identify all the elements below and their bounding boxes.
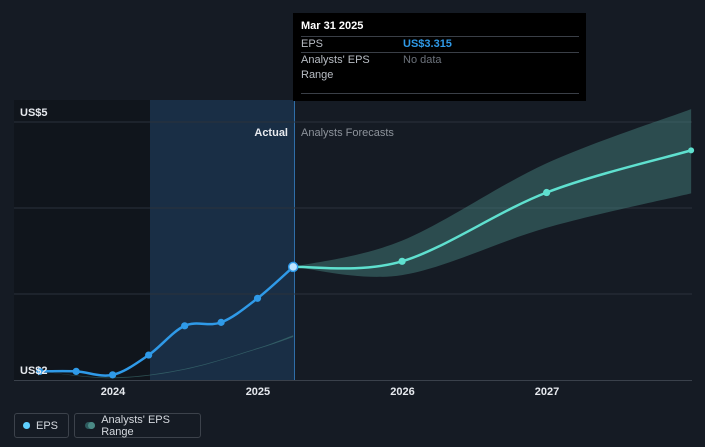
tooltip-date: Mar 31 2025	[301, 20, 364, 32]
range-bands	[39, 109, 692, 379]
series-point-0-3	[145, 351, 153, 359]
range-band-1	[293, 109, 692, 277]
legend-item-eps[interactable]: EPS	[14, 413, 69, 438]
series-point-0-4	[181, 322, 189, 330]
legend-range-swatch-icon	[85, 422, 96, 429]
tooltip-row-eps: EPS US$3.315	[301, 36, 579, 52]
tooltip-row-range: Analysts' EPS Range No data	[301, 52, 579, 81]
tooltip-range-value: No data	[403, 54, 442, 66]
tooltip-divider	[301, 93, 579, 94]
actual-label: Actual	[254, 127, 288, 139]
series-point-0-2	[109, 371, 117, 379]
past-shade	[14, 100, 150, 380]
forecast-end-point	[688, 147, 695, 154]
tooltip-eps-value: US$3.315	[403, 38, 452, 50]
tooltip-range-label: Analysts' EPS Range	[301, 54, 370, 81]
x-axis-ticks: 2024 2025 2026 2027	[101, 386, 559, 398]
series-point-0-1	[72, 367, 80, 375]
x-tick-label: 2024	[101, 386, 126, 398]
tooltip-eps-label: EPS	[301, 38, 324, 50]
series-point-0-0	[36, 367, 44, 375]
series-point-1-1	[398, 257, 406, 265]
series-points	[36, 147, 695, 379]
series-line-1	[291, 149, 693, 270]
legend-eps-swatch-icon	[22, 422, 30, 429]
legend-eps-label: EPS	[35, 419, 58, 432]
forecast-label: Analysts Forecasts	[301, 127, 394, 139]
legend-range-label: Analysts' EPS Range	[101, 413, 170, 438]
y-axis-top-label: US$5	[20, 107, 48, 119]
series-point-1-2	[543, 188, 551, 197]
x-tick-label: 2026	[390, 386, 414, 398]
highlight-region	[150, 100, 295, 380]
series-point-0-5	[217, 318, 225, 326]
tooltip: Mar 31 2025 EPS US$3.315 Analysts' EPS R…	[293, 13, 586, 101]
y-axis-bottom-label: US$2	[20, 365, 48, 377]
highlight-point	[287, 261, 299, 273]
x-tick-label: 2027	[535, 386, 559, 398]
x-tick-label: 2025	[246, 386, 270, 398]
gridlines	[14, 121, 692, 381]
legend-item-range[interactable]: Analysts' EPS Range	[74, 413, 201, 438]
series-point-0-6	[253, 294, 262, 302]
